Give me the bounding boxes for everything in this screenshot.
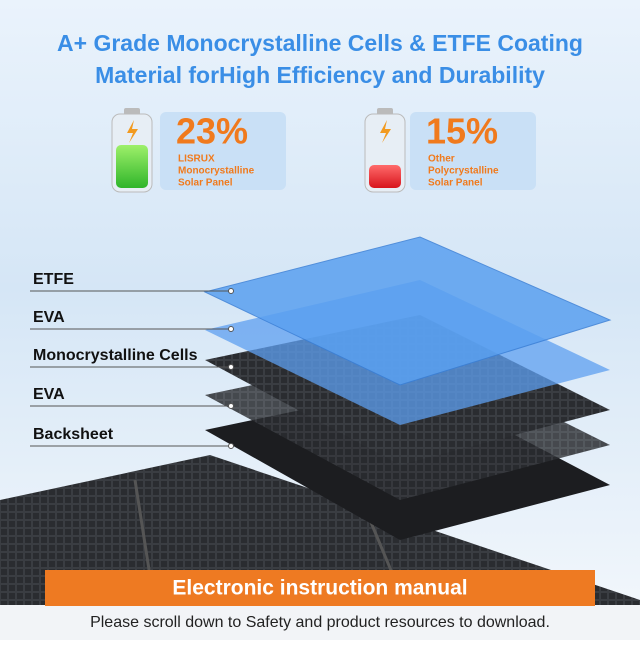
layer-etfe — [203, 236, 612, 386]
layer-label: EVA — [33, 309, 65, 326]
badge-text: Solar Panel — [178, 178, 233, 189]
footer-note: Please scroll down to Safety and product… — [90, 614, 550, 631]
layer-label: Monocrystalline Cells — [33, 347, 198, 364]
badge: 23% LISRUX Monocrystalline Solar Panel — [111, 108, 286, 193]
title-line: Material forHigh Efficiency and Durabili… — [95, 62, 545, 88]
layer-label: Backsheet — [33, 426, 114, 443]
badge-text: Solar Panel — [428, 178, 483, 189]
badge-value: 23% — [176, 111, 248, 152]
title-line: A+ Grade Monocrystalline Cells & ETFE Co… — [57, 30, 583, 56]
badge-text: Monocrystalline — [178, 166, 255, 177]
banner-text: Electronic instruction manual — [172, 577, 467, 600]
badge: 15% Other Polycrystalline Solar Panel — [364, 108, 536, 193]
layer-label: ETFE — [33, 271, 74, 288]
badge-text: Polycrystalline — [428, 166, 499, 177]
banner — [45, 570, 595, 606]
leader-lines — [30, 288, 234, 449]
badge-value: 15% — [426, 111, 498, 152]
footer-bg — [0, 605, 640, 640]
layer-label: EVA — [33, 386, 65, 403]
badge-text: Other — [428, 154, 455, 165]
badge-text: LISRUX — [178, 154, 215, 165]
layer-labels: ETFE EVA Monocrystalline Cells EVA Backs… — [33, 271, 198, 443]
